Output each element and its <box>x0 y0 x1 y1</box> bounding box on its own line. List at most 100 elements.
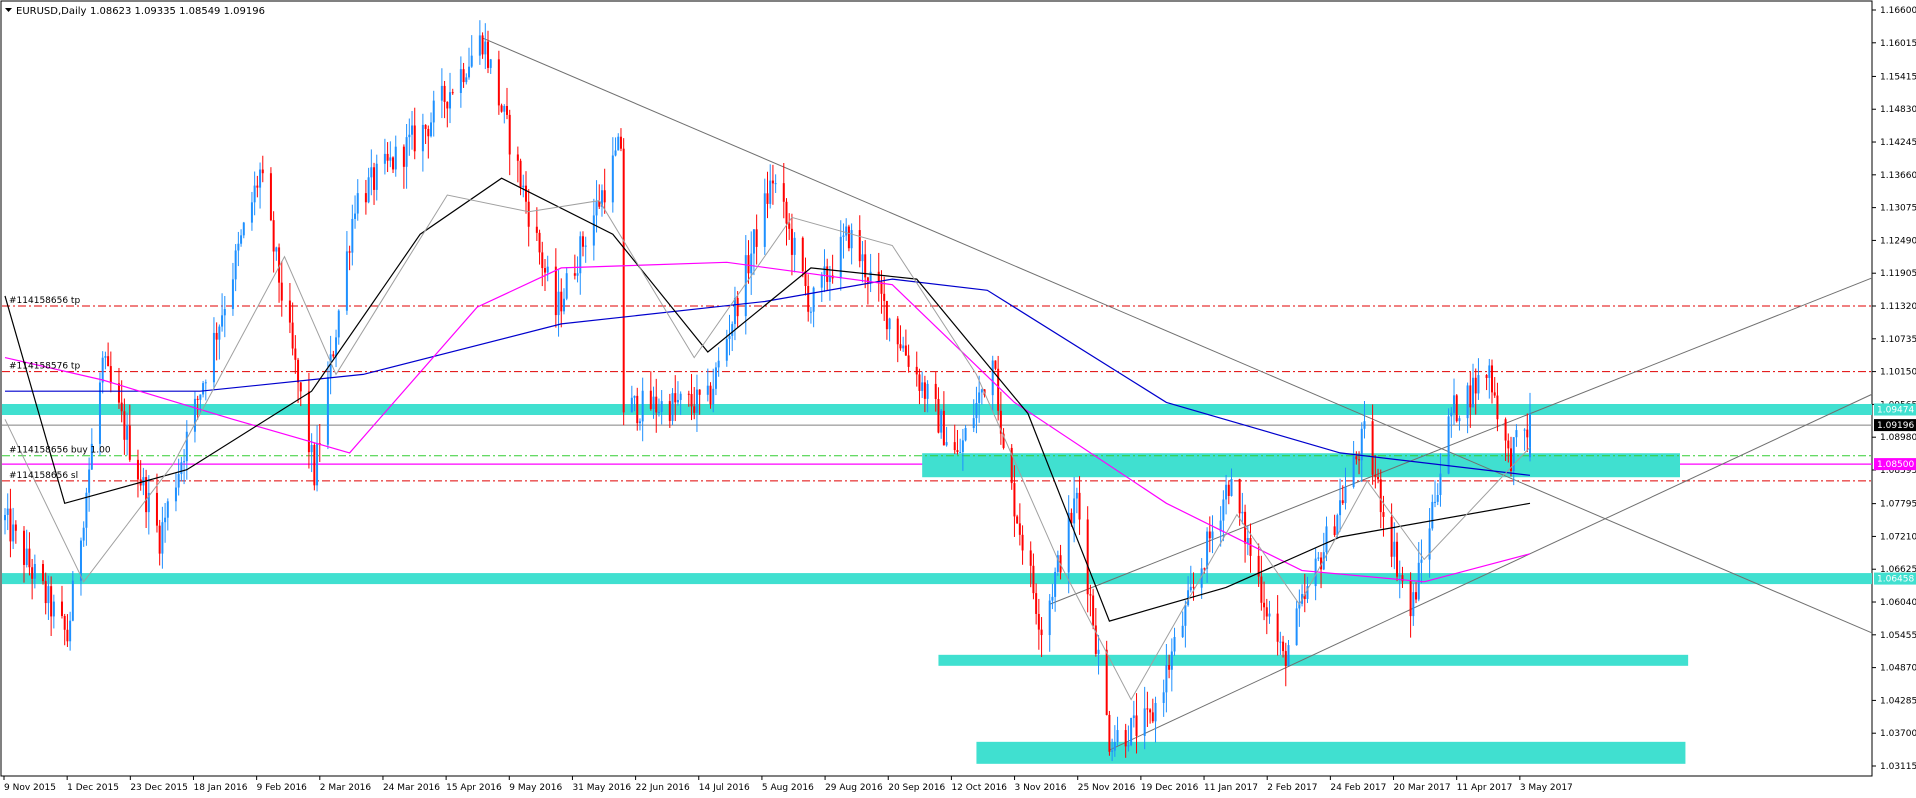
candle-body <box>1206 531 1209 569</box>
candle-body <box>345 251 348 311</box>
candle-body <box>275 247 278 252</box>
candle-body <box>202 383 205 395</box>
candle-body <box>828 275 831 282</box>
candle-body <box>60 601 63 617</box>
price-tag-label: 1.09196 <box>1877 421 1914 431</box>
order-annotations: #114158656 tp #114158576 tp #114158656 buy… <box>9 296 111 481</box>
collapse-triangle-icon[interactable] <box>5 8 12 12</box>
candle-body <box>183 461 186 463</box>
y-tick-label: 1.14830 <box>1880 105 1916 115</box>
candle-body <box>413 125 416 152</box>
candle-body <box>636 395 639 424</box>
y-tick-label: 1.11320 <box>1880 302 1916 312</box>
candle-body <box>1374 474 1377 478</box>
candle-body <box>1279 641 1282 643</box>
candle-body <box>1111 750 1114 752</box>
candle-body <box>408 134 411 138</box>
order-label: #114158656 tp <box>9 296 80 306</box>
candle-body <box>449 92 452 109</box>
candle-body <box>430 122 433 137</box>
candle-body <box>1189 586 1192 591</box>
candle-body <box>861 254 864 262</box>
y-tick-label: 1.06625 <box>1880 565 1916 575</box>
order-label: #114158656 sl <box>9 471 78 481</box>
candle-body <box>712 388 715 405</box>
candle-body <box>921 382 924 391</box>
candle-body <box>763 193 766 247</box>
candle-body <box>1396 541 1399 577</box>
candle-body <box>899 344 902 349</box>
candle-body <box>272 220 275 252</box>
candle-body <box>1070 512 1073 524</box>
y-tick-label: 1.04285 <box>1880 696 1916 706</box>
candle-body <box>354 213 357 219</box>
candle-body <box>1282 641 1285 652</box>
candle-body <box>1515 430 1518 438</box>
candle-body <box>535 226 538 233</box>
candle-body <box>1339 500 1342 516</box>
candle-body <box>126 425 129 440</box>
candle-body <box>633 395 636 398</box>
candle-body <box>731 324 734 336</box>
candle-body <box>231 279 234 310</box>
candle-body <box>888 318 891 330</box>
candle-body <box>1493 392 1496 396</box>
candle-body <box>668 401 671 421</box>
candle-body <box>546 266 549 273</box>
candle-body <box>964 428 967 441</box>
candle-body <box>885 300 888 330</box>
zone-band <box>2 403 1872 415</box>
candle-body <box>660 401 663 412</box>
candle-body <box>310 445 313 453</box>
candle-body <box>573 273 576 276</box>
candle-body <box>676 399 679 403</box>
candle-body <box>63 616 66 630</box>
x-tick-label: 24 Mar 2016 <box>383 783 440 793</box>
candle-body <box>1051 596 1054 601</box>
candle-body <box>1013 483 1016 517</box>
candle-body <box>1401 575 1404 582</box>
candle-body <box>370 167 373 178</box>
candle-body <box>907 355 910 367</box>
candle-body <box>801 237 804 272</box>
candle-body <box>470 55 473 67</box>
candle-body <box>769 180 772 204</box>
candle-body <box>462 69 465 83</box>
candle-body <box>997 368 1000 411</box>
candle-body <box>1113 741 1116 751</box>
candle-body <box>652 396 655 409</box>
candle-body <box>402 146 405 167</box>
candle-body <box>709 385 712 405</box>
candle-body <box>690 393 693 407</box>
candle-body <box>1512 437 1515 471</box>
candle-body <box>468 66 471 78</box>
y-tick-label: 1.03700 <box>1880 729 1916 739</box>
candle-body <box>364 193 367 203</box>
candle-body <box>641 390 644 422</box>
candle-body <box>630 397 633 413</box>
candle-body <box>316 443 319 486</box>
candle-body <box>598 200 601 207</box>
candle-body <box>1504 419 1507 441</box>
candle-body <box>1222 499 1225 521</box>
candle-body <box>109 366 112 384</box>
candle-body <box>69 620 72 642</box>
candle-body <box>576 273 579 276</box>
candle-body <box>386 153 389 161</box>
x-tick-label: 24 Feb 2017 <box>1330 783 1386 793</box>
candle-body <box>22 530 25 565</box>
y-tick-label: 1.05455 <box>1880 631 1916 641</box>
candle-body <box>329 354 332 378</box>
candle-body <box>280 282 283 301</box>
candle-body <box>1211 531 1214 539</box>
candle-body <box>1447 416 1450 474</box>
candle-body <box>693 406 696 413</box>
candle-body <box>733 297 736 325</box>
zone-band <box>976 741 1686 764</box>
candle-body <box>1306 586 1309 600</box>
candle-body <box>937 398 940 433</box>
candle-body <box>1246 538 1249 544</box>
candle-body <box>1021 534 1024 551</box>
